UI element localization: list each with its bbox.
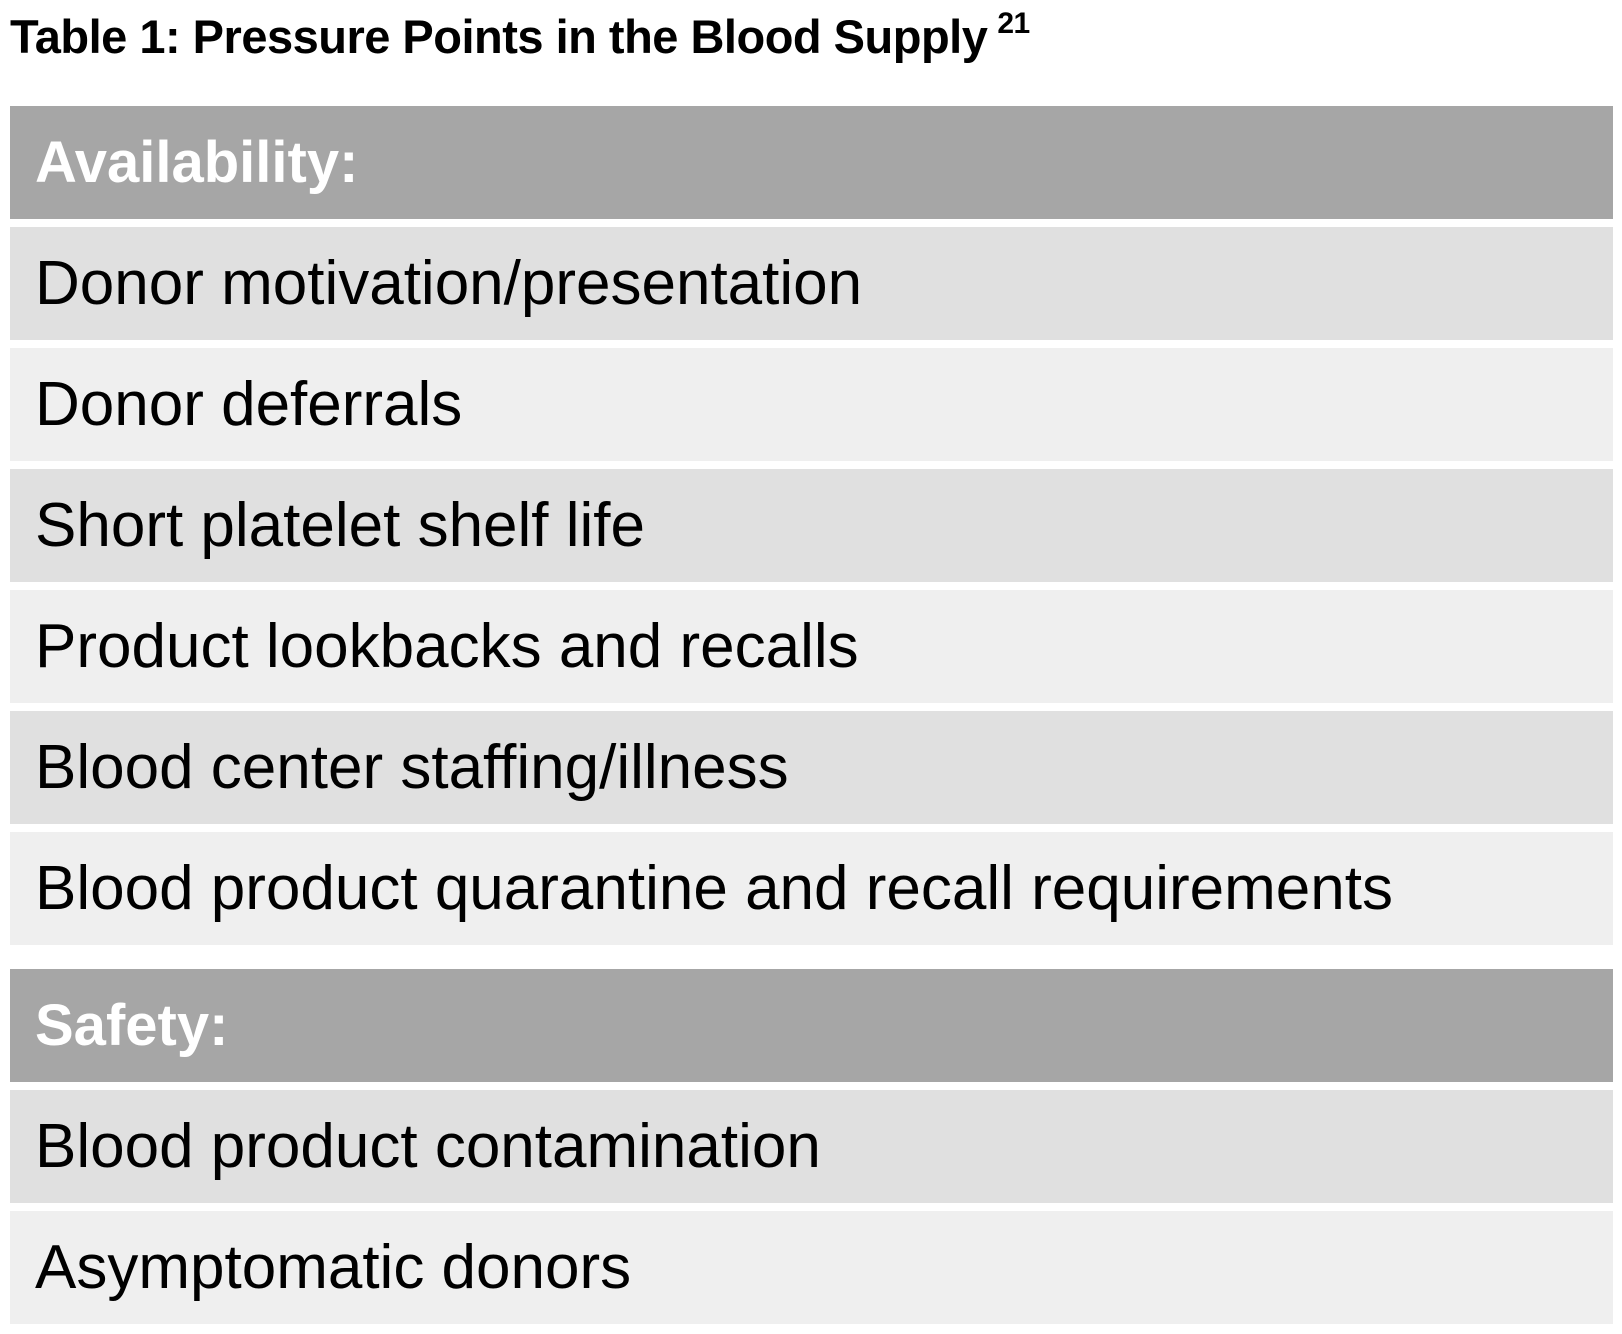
- reference-superscript: 21: [997, 7, 1030, 40]
- availability-section: Availability: Donor motivation/presentat…: [10, 106, 1613, 945]
- table-row: Blood product contamination: [10, 1090, 1613, 1203]
- table-row: Donor motivation/presentation: [10, 227, 1613, 340]
- table-row: Product lookbacks and recalls: [10, 590, 1613, 703]
- table-title: Table 1: Pressure Points in the Blood Su…: [10, 0, 1030, 74]
- table-row: Donor deferrals: [10, 348, 1613, 461]
- table-row: Blood center staffing/illness: [10, 711, 1613, 824]
- table-row: Short platelet shelf life: [10, 469, 1613, 582]
- safety-section: Safety: Blood product contamination Asym…: [10, 969, 1613, 1324]
- table-row: Blood product quarantine and recall requ…: [10, 832, 1613, 945]
- section-header-safety: Safety:: [10, 969, 1613, 1082]
- table-title-text: Table 1: Pressure Points in the Blood Su…: [10, 10, 988, 63]
- section-header-availability: Availability:: [10, 106, 1613, 219]
- table-row: Asymptomatic donors: [10, 1211, 1613, 1324]
